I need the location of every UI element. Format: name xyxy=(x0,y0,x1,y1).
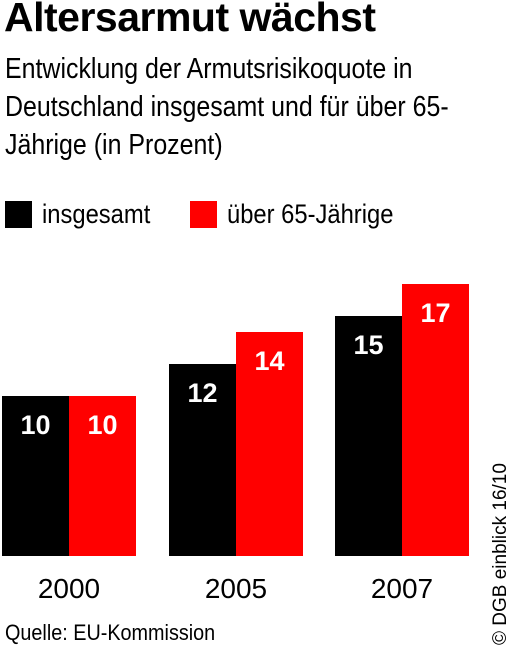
bar-ueber65-2007 xyxy=(402,284,469,556)
data-label-insgesamt-2000: 10 xyxy=(20,410,50,440)
legend-swatch-insgesamt xyxy=(5,201,32,228)
x-tick-label-2005: 2005 xyxy=(205,573,267,604)
legend-label-ueber65: über 65-Jährige xyxy=(227,199,394,229)
bar-ueber65-2000 xyxy=(69,396,136,556)
chart-subtitle: Entwicklung der Armutsrisikoquote in Deu… xyxy=(5,53,449,161)
legend-swatch-ueber65 xyxy=(190,201,217,228)
data-label-ueber65-2000: 10 xyxy=(87,410,117,440)
legend-label-insgesamt: insgesamt xyxy=(42,199,151,229)
data-label-insgesamt-2005: 12 xyxy=(187,378,217,408)
bar-insgesamt-2000 xyxy=(2,396,69,556)
data-label-ueber65-2005: 14 xyxy=(254,346,284,376)
data-label-insgesamt-2007: 15 xyxy=(353,330,383,360)
x-tick-label-2000: 2000 xyxy=(38,573,100,604)
source-note: Quelle: EU-Kommission xyxy=(5,620,216,645)
data-label-ueber65-2007: 17 xyxy=(420,298,450,328)
bar-insgesamt-2007 xyxy=(335,316,402,556)
copyright-credit: © DGB einblick 16/10 xyxy=(490,463,511,645)
bar-ueber65-2005 xyxy=(236,332,303,556)
legend: insgesamt über 65-Jährige xyxy=(0,195,513,235)
bar-insgesamt-2005 xyxy=(169,364,236,556)
bar-chart: 10 10 2000 12 14 2005 15 17 2007 xyxy=(2,284,469,604)
x-tick-label-2007: 2007 xyxy=(371,573,433,604)
chart-title: Altersarmut wächst xyxy=(4,0,376,40)
